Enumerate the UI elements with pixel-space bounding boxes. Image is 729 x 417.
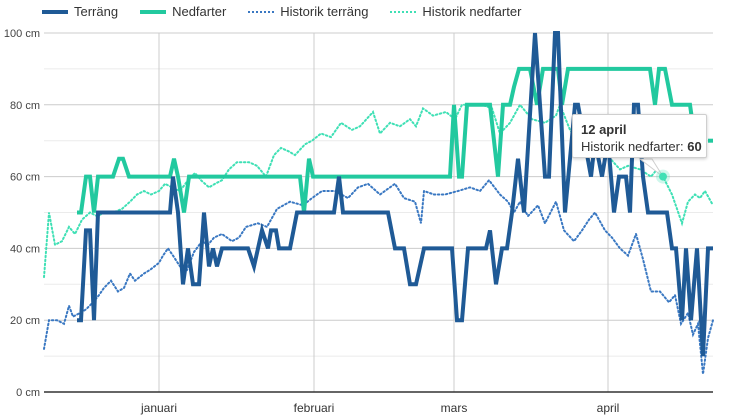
highlight-point xyxy=(638,158,670,184)
legend-label: Historik terräng xyxy=(280,4,369,19)
solid-line-icon xyxy=(140,9,167,14)
y-tick-label: 80 cm xyxy=(10,100,40,112)
legend-label: Historik nedfarter xyxy=(422,4,522,19)
y-axis: 0 cm 20 cm 40 cm 60 cm 80 cm 100 cm xyxy=(4,28,40,399)
x-tick-label: februari xyxy=(294,401,335,415)
x-tick-label: april xyxy=(597,401,620,415)
legend-label: Terräng xyxy=(74,4,119,19)
tooltip-value: 60 xyxy=(687,139,702,154)
dotted-line-icon xyxy=(390,10,417,13)
dotted-line-icon xyxy=(248,10,275,13)
legend-label: Nedfarter xyxy=(172,4,227,19)
legend: Terräng Nedfarter Historik terräng Histo… xyxy=(42,4,521,19)
x-tick-label: januari xyxy=(140,401,177,415)
series-lines xyxy=(43,31,714,375)
y-tick-label: 20 cm xyxy=(10,315,40,327)
y-tick-label: 0 cm xyxy=(16,387,40,399)
legend-item-terrang[interactable]: Terräng xyxy=(42,4,118,19)
x-tick-label: mars xyxy=(441,401,468,415)
x-axis: januari februari mars april xyxy=(44,391,713,415)
grid-lines xyxy=(44,32,713,392)
series-line-terrang[interactable] xyxy=(77,31,713,357)
solid-line-icon xyxy=(42,9,68,14)
tooltip-title: 12 april xyxy=(581,122,627,137)
tooltip-series-label: Historik nedfarter: xyxy=(581,139,684,154)
y-tick-label: 60 cm xyxy=(10,172,40,184)
tooltip-pointer xyxy=(638,158,664,177)
highlight-dot[interactable] xyxy=(659,172,667,181)
chart-tooltip: 12 april Historik nedfarter: 60 xyxy=(572,114,707,158)
legend-item-historik-terrang[interactable]: Historik terräng xyxy=(248,4,368,19)
y-tick-label: 100 cm xyxy=(4,28,40,40)
tooltip-line: Historik nedfarter: 60 xyxy=(581,138,706,155)
legend-item-nedfarter[interactable]: Nedfarter xyxy=(140,4,226,19)
series-line-historik-terrang[interactable] xyxy=(43,178,714,375)
legend-item-historik-nedfarter[interactable]: Historik nedfarter xyxy=(390,4,521,19)
y-tick-label: 40 cm xyxy=(10,243,40,255)
series-line-nedfarter[interactable] xyxy=(77,66,697,215)
